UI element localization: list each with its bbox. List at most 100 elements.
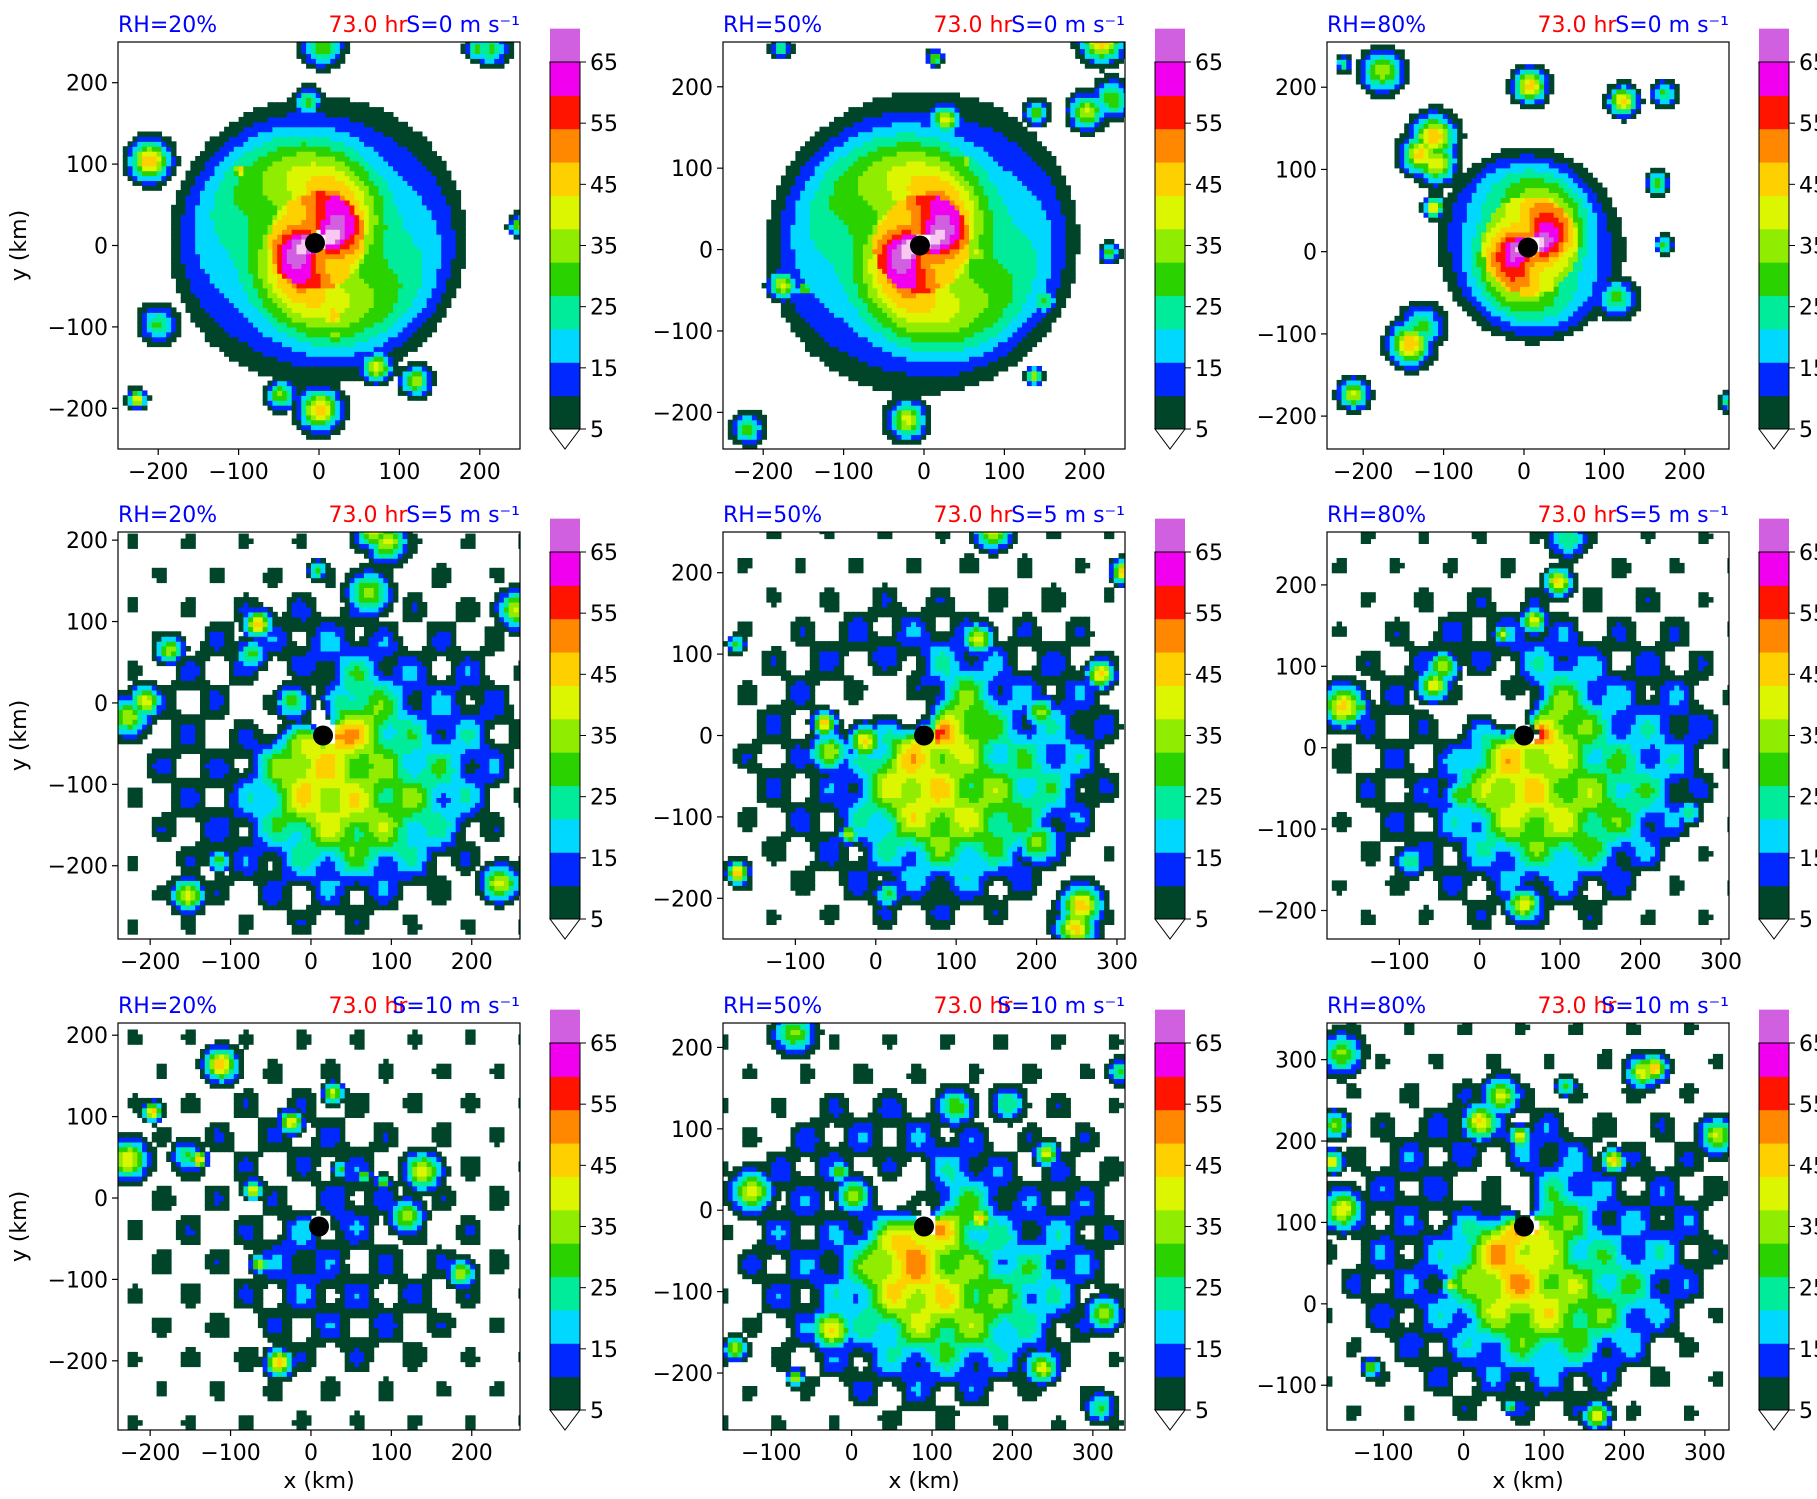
x-tick-label: −100 bbox=[741, 1441, 801, 1466]
colorbar-tick-label: 35 bbox=[590, 1216, 618, 1241]
storm-center-marker bbox=[914, 1216, 934, 1237]
colorbar: 5 15 25 35 45 55 65 bbox=[1758, 1009, 1817, 1431]
colorbar-segment bbox=[1759, 552, 1789, 586]
colorbar-segment bbox=[1759, 852, 1789, 887]
colorbar-segment bbox=[550, 1076, 580, 1111]
x-tick-label: 200 bbox=[1064, 460, 1106, 485]
colorbar-segment bbox=[550, 195, 580, 230]
x-tick-label: 100 bbox=[1523, 1441, 1565, 1466]
colorbar-segment bbox=[550, 1309, 580, 1344]
title-center: 73.0 hr bbox=[329, 13, 409, 38]
colorbar-tick-label: 65 bbox=[1195, 541, 1223, 566]
y-tick-label: 0 bbox=[94, 235, 108, 260]
x-tick-label: 100 bbox=[378, 460, 420, 485]
panel-1-1: −200 −100 0 100 200 −200 −100 0 100 200 y (km) RH=2… bbox=[7, 13, 618, 485]
x-tick-label: −100 bbox=[200, 1441, 260, 1466]
title-left: RH=20% bbox=[118, 13, 217, 38]
colorbar-tick-label: 5 bbox=[590, 418, 604, 443]
y-tick-label: 200 bbox=[1275, 574, 1317, 599]
x-tick-label: 200 bbox=[1016, 950, 1058, 975]
x-tick-label: 0 bbox=[869, 950, 883, 975]
colorbar-segment bbox=[1759, 885, 1789, 920]
colorbar-segment bbox=[1759, 1043, 1789, 1077]
colorbar-segment bbox=[1155, 818, 1185, 853]
colorbar-segment bbox=[1155, 362, 1185, 397]
reflectivity-field bbox=[118, 532, 520, 935]
colorbar-segment bbox=[1155, 1243, 1185, 1278]
colorbar-tick-label: 55 bbox=[1195, 112, 1223, 137]
colorbar-tick-label: 45 bbox=[1195, 173, 1223, 198]
storm-center-marker bbox=[1513, 725, 1534, 746]
x-tick-label: 0 bbox=[1517, 460, 1531, 485]
y-tick-label: 200 bbox=[671, 76, 713, 101]
colorbar-segment bbox=[1759, 785, 1789, 820]
panel-3-3: −100 0 100 200 300 −100 0 100 200 300 x (km) RH=80%… bbox=[1257, 994, 1817, 1494]
colorbar-tick-label: 65 bbox=[590, 1032, 618, 1057]
colorbar-tick-label: 55 bbox=[1195, 1093, 1223, 1118]
y-tick-label: 0 bbox=[1303, 1293, 1317, 1318]
colorbar-tick-label: 65 bbox=[1799, 1032, 1817, 1057]
x-tick-label: 100 bbox=[370, 950, 412, 975]
colorbar-tick-label: 15 bbox=[1195, 1338, 1223, 1363]
colorbar-tick-label: 5 bbox=[590, 908, 604, 933]
y-tick-label: 200 bbox=[66, 1024, 108, 1049]
colorbar-tick-label: 15 bbox=[590, 357, 618, 382]
colorbar-extend-bottom bbox=[1758, 428, 1790, 450]
colorbar-tick-label: 65 bbox=[590, 541, 618, 566]
reflectivity-field bbox=[727, 42, 1125, 449]
colorbar-segment bbox=[550, 1176, 580, 1211]
colorbar-segment bbox=[550, 95, 580, 130]
colorbar-segment bbox=[550, 818, 580, 853]
colorbar-segment bbox=[1759, 1143, 1789, 1177]
x-axis-label: x (km) bbox=[888, 1469, 959, 1494]
plot-frame bbox=[117, 1022, 521, 1431]
panel-1-2: −200 −100 0 100 200 −200 −100 0 100 200 RH=50% 73.0… bbox=[653, 13, 1223, 485]
colorbar-segment bbox=[550, 1109, 580, 1144]
x-tick-label: 300 bbox=[1700, 950, 1742, 975]
panel-3-1: −200 −100 0 100 200 −200 −100 0 100 200 x (km) y (k… bbox=[7, 994, 618, 1494]
colorbar-segment bbox=[550, 752, 580, 787]
x-tick-label: 200 bbox=[1620, 950, 1662, 975]
storm-center-marker bbox=[1513, 1216, 1534, 1237]
storm-center-marker bbox=[313, 725, 334, 746]
colorbar-segment bbox=[550, 585, 580, 620]
colorbar-tick-label: 25 bbox=[1799, 296, 1817, 321]
colorbar-segment bbox=[1155, 95, 1185, 130]
x-tick-label: 0 bbox=[304, 950, 318, 975]
colorbar-tick-label: 65 bbox=[1195, 51, 1223, 76]
storm-center-marker bbox=[1518, 237, 1538, 258]
y-tick-label: 100 bbox=[671, 1118, 713, 1143]
colorbar-segment bbox=[550, 362, 580, 397]
reflectivity-field bbox=[118, 1029, 520, 1430]
colorbar-segment bbox=[1155, 1043, 1185, 1077]
colorbar-segment bbox=[550, 785, 580, 820]
colorbar-tick-label: 5 bbox=[1195, 1399, 1209, 1424]
colorbar-segment bbox=[550, 1143, 580, 1177]
colorbar-tick-label: 15 bbox=[1799, 847, 1817, 872]
colorbar-segment bbox=[1759, 518, 1789, 553]
y-tick-label: −200 bbox=[48, 855, 108, 880]
colorbar-segment bbox=[1155, 128, 1185, 163]
colorbar-tick-label: 55 bbox=[590, 112, 618, 137]
x-tick-label: 200 bbox=[459, 460, 501, 485]
colorbar-segment bbox=[1155, 518, 1185, 553]
colorbar-tick-label: 15 bbox=[1799, 1338, 1817, 1363]
colorbar-segment bbox=[1155, 1309, 1185, 1344]
colorbar-tick-label: 35 bbox=[590, 235, 618, 260]
title-left: RH=50% bbox=[723, 994, 822, 1019]
title-center: 73.0 hr bbox=[329, 994, 409, 1019]
colorbar-segment bbox=[1155, 852, 1185, 887]
colorbar-segment bbox=[550, 1009, 580, 1044]
y-tick-label: 0 bbox=[699, 1199, 713, 1224]
y-tick-label: −200 bbox=[653, 887, 713, 912]
colorbar-segment bbox=[550, 262, 580, 297]
x-tick-label: 100 bbox=[370, 1441, 412, 1466]
title-center: 73.0 hr bbox=[1538, 503, 1618, 528]
x-tick-label: −200 bbox=[128, 460, 188, 485]
colorbar: 5 15 25 35 45 55 65 bbox=[1154, 28, 1223, 450]
colorbar-tick-label: 25 bbox=[1799, 786, 1817, 811]
x-tick-label: 300 bbox=[1684, 1441, 1726, 1466]
y-tick-label: −100 bbox=[1257, 818, 1317, 843]
colorbar: 5 15 25 35 45 55 65 bbox=[1758, 28, 1817, 450]
